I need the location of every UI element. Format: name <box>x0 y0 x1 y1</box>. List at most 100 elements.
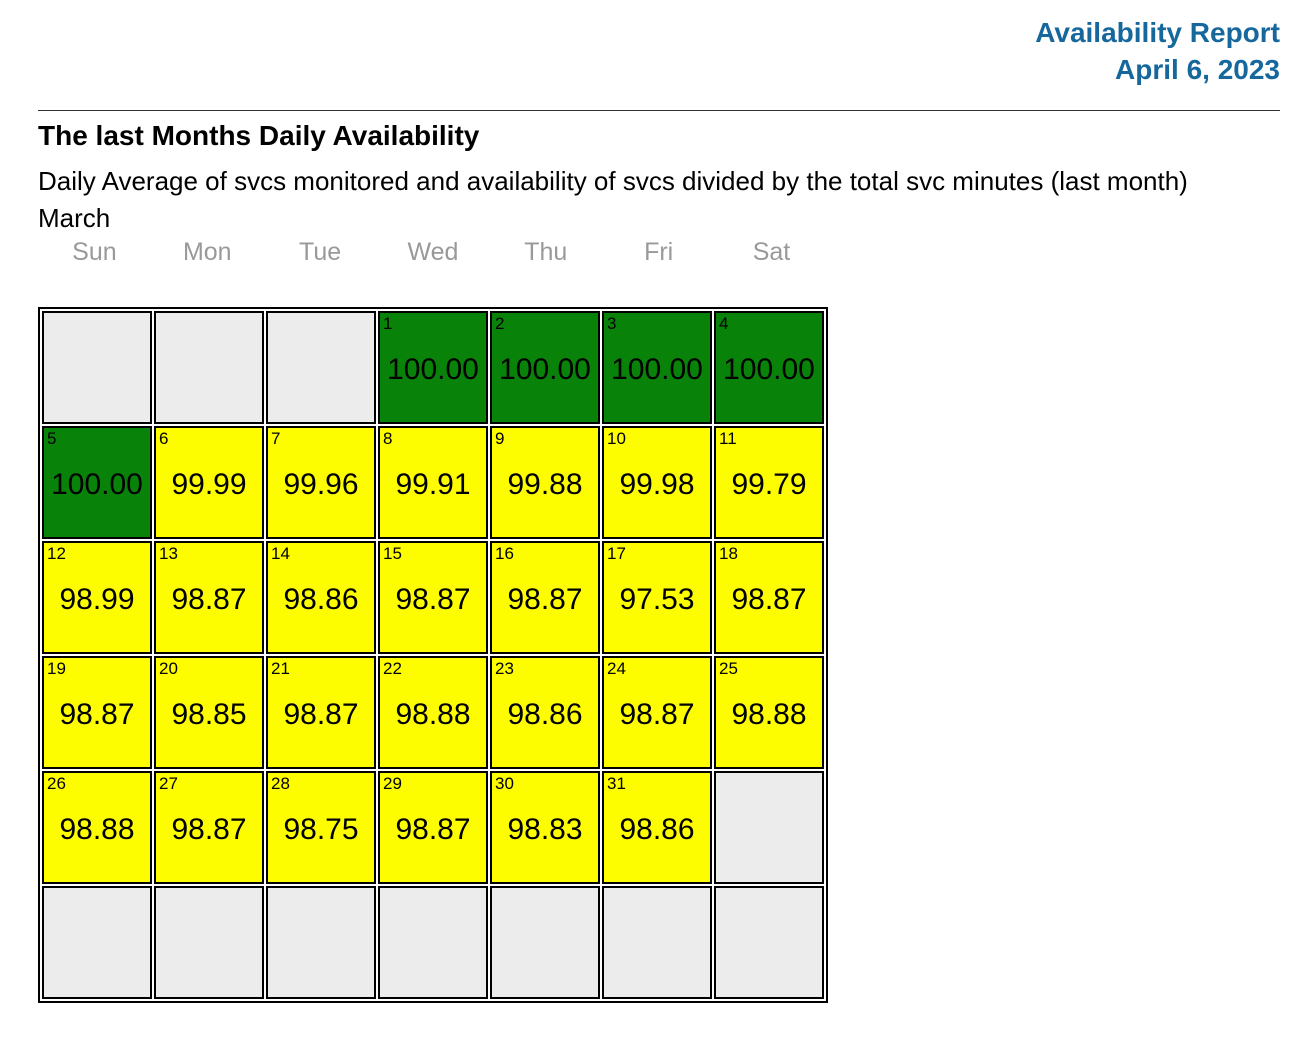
calendar-day-cell-11: 11 99.79 <box>714 426 824 539</box>
day-number: 4 <box>719 314 729 333</box>
availability-value: 98.87 <box>507 582 583 616</box>
day-number: 19 <box>47 659 66 678</box>
calendar-day-cell-6: 6 99.99 <box>154 426 264 539</box>
availability-calendar: 1 100.00 2 100.00 3 100.00 4 100.00 5 100.00 6 99.9… <box>38 307 828 1003</box>
calendar-day-cell-8: 8 99.91 <box>378 426 488 539</box>
availability-value: 99.99 <box>171 467 247 501</box>
day-number: 17 <box>607 544 626 563</box>
day-number: 31 <box>607 774 626 793</box>
report-page: Availability Report April 6, 2023 The la… <box>38 17 1280 1003</box>
section-heading: The last Months Daily Availability <box>38 120 480 151</box>
day-number: 23 <box>495 659 514 678</box>
day-number: 1 <box>383 314 393 333</box>
day-number: 5 <box>47 429 57 448</box>
availability-value: 100.00 <box>723 352 815 386</box>
availability-value: 98.87 <box>171 812 247 846</box>
availability-value: 100.00 <box>51 467 143 501</box>
calendar-week-row: 26 98.88 27 98.87 28 98.75 29 98.87 30 98.83 31 98.… <box>42 771 824 884</box>
availability-value: 98.75 <box>283 812 359 846</box>
calendar-day-cell-17: 17 97.53 <box>602 541 712 654</box>
section-description: Daily Average of svcs monitored and avai… <box>38 166 1188 196</box>
report-date: April 6, 2023 <box>1115 54 1280 85</box>
day-number: 11 <box>719 429 737 448</box>
availability-value: 98.87 <box>171 582 247 616</box>
calendar-day-cell-30: 30 98.83 <box>490 771 600 884</box>
header-divider <box>38 110 1280 111</box>
calendar-empty-cell <box>714 771 824 884</box>
weekday-label: Thu <box>524 238 568 266</box>
calendar-week-row: 19 98.87 20 98.85 21 98.87 22 98.88 23 98.86 24 98.… <box>42 656 824 769</box>
day-number: 21 <box>271 659 290 678</box>
calendar-day-cell-4: 4 100.00 <box>714 311 824 424</box>
day-number: 3 <box>607 314 617 333</box>
availability-value: 99.88 <box>507 467 583 501</box>
weekday-label: Sat <box>752 238 791 266</box>
calendar-empty-cell <box>378 886 488 999</box>
day-number: 22 <box>383 659 402 678</box>
calendar-day-cell-15: 15 98.87 <box>378 541 488 654</box>
day-number: 13 <box>159 544 178 563</box>
weekday-label: Fri <box>644 238 674 266</box>
day-number: 16 <box>495 544 514 563</box>
calendar-day-cell-16: 16 98.87 <box>490 541 600 654</box>
calendar-day-cell-23: 23 98.86 <box>490 656 600 769</box>
calendar-day-cell-29: 29 98.87 <box>378 771 488 884</box>
weekday-label: Tue <box>299 238 342 266</box>
day-number: 24 <box>607 659 626 678</box>
calendar-day-cell-10: 10 99.98 <box>602 426 712 539</box>
calendar-week-row: 12 98.99 13 98.87 14 98.86 15 98.87 16 98.87 17 97.… <box>42 541 824 654</box>
availability-value: 97.53 <box>619 582 695 616</box>
availability-value: 98.83 <box>507 812 583 846</box>
day-number: 2 <box>495 314 505 333</box>
availability-value: 98.88 <box>731 697 807 731</box>
report-title: Availability Report <box>1035 17 1280 48</box>
calendar-day-cell-3: 3 100.00 <box>602 311 712 424</box>
calendar-day-cell-12: 12 98.99 <box>42 541 152 654</box>
availability-value: 98.87 <box>395 812 471 846</box>
calendar-empty-cell <box>266 311 376 424</box>
day-number: 20 <box>159 659 178 678</box>
calendar-day-cell-27: 27 98.87 <box>154 771 264 884</box>
availability-value: 100.00 <box>387 352 479 386</box>
availability-value: 98.87 <box>619 697 695 731</box>
day-number: 10 <box>607 429 626 448</box>
day-number: 30 <box>495 774 514 793</box>
day-number: 15 <box>383 544 402 563</box>
availability-value: 100.00 <box>611 352 703 386</box>
weekday-header-row: Sun Mon Tue Wed Thu Fri Sat <box>38 239 828 266</box>
calendar-day-cell-21: 21 98.87 <box>266 656 376 769</box>
availability-value: 99.96 <box>283 467 359 501</box>
calendar-day-cell-28: 28 98.75 <box>266 771 376 884</box>
calendar-day-cell-7: 7 99.96 <box>266 426 376 539</box>
availability-value: 98.87 <box>395 582 471 616</box>
day-number: 6 <box>159 429 169 448</box>
availability-value: 98.88 <box>395 697 471 731</box>
calendar-day-cell-14: 14 98.86 <box>266 541 376 654</box>
calendar-week-row: 1 100.00 2 100.00 3 100.00 4 100.00 <box>42 311 824 424</box>
availability-value: 99.98 <box>619 467 695 501</box>
availability-value: 98.87 <box>59 697 135 731</box>
calendar-empty-cell <box>490 886 600 999</box>
day-number: 29 <box>383 774 402 793</box>
calendar-day-cell-22: 22 98.88 <box>378 656 488 769</box>
calendar-week-row <box>42 886 824 999</box>
day-number: 12 <box>47 544 66 563</box>
calendar-day-cell-2: 2 100.00 <box>490 311 600 424</box>
day-number: 18 <box>719 544 738 563</box>
calendar-day-cell-19: 19 98.87 <box>42 656 152 769</box>
day-number: 26 <box>47 774 66 793</box>
calendar-day-cell-20: 20 98.85 <box>154 656 264 769</box>
calendar-day-cell-26: 26 98.88 <box>42 771 152 884</box>
month-label: March <box>38 203 111 233</box>
weekday-label: Mon <box>182 238 232 266</box>
calendar-empty-cell <box>154 886 264 999</box>
weekday-label: Sun <box>72 238 117 266</box>
calendar-empty-cell <box>42 311 152 424</box>
availability-value: 98.86 <box>507 697 583 731</box>
calendar-day-cell-31: 31 98.86 <box>602 771 712 884</box>
calendar-day-cell-24: 24 98.87 <box>602 656 712 769</box>
availability-value: 98.85 <box>171 697 247 731</box>
day-number: 27 <box>159 774 178 793</box>
calendar-empty-cell <box>602 886 712 999</box>
day-number: 28 <box>271 774 290 793</box>
